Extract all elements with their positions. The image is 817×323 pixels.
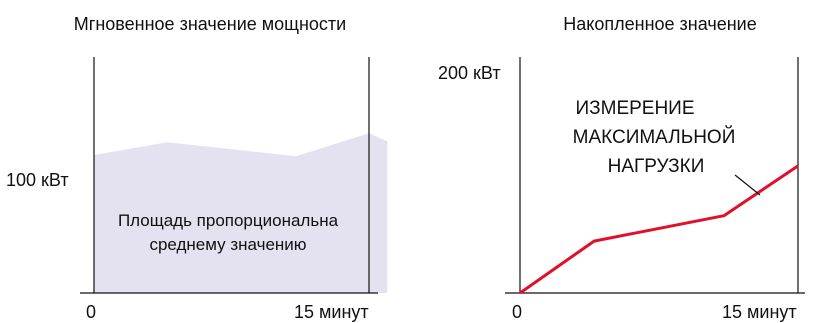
accumulated-line [519,164,799,295]
left-x-end: 15 минут [294,302,369,322]
right-y-label: 200 кВт [438,63,501,83]
annotation-line1: ИЗМЕРЕНИЕ [575,98,694,119]
annotation-line2: МАКСИМАЛЬНОЙ [573,126,736,148]
left-chart-title: Мгновенное значение мощности [74,14,346,34]
area-label-line1: Площадь пропорциональна [118,211,339,230]
area-label-line2: среднему значению [149,235,306,254]
right-chart: Накопленное значение 200 кВт ИЗМЕРЕНИЕ М… [438,14,805,322]
right-chart-title: Накопленное значение [563,14,756,34]
annotation-leader [734,174,761,196]
right-x-end: 15 минут [722,302,797,322]
left-chart: Мгновенное значение мощности 100 кВт Пло… [6,14,388,322]
power-area [94,133,388,293]
left-y-label: 100 кВт [6,170,69,190]
annotation-line3: НАГРУЗКИ [608,156,705,177]
left-x-start: 0 [86,302,96,322]
right-x-start: 0 [512,302,522,322]
